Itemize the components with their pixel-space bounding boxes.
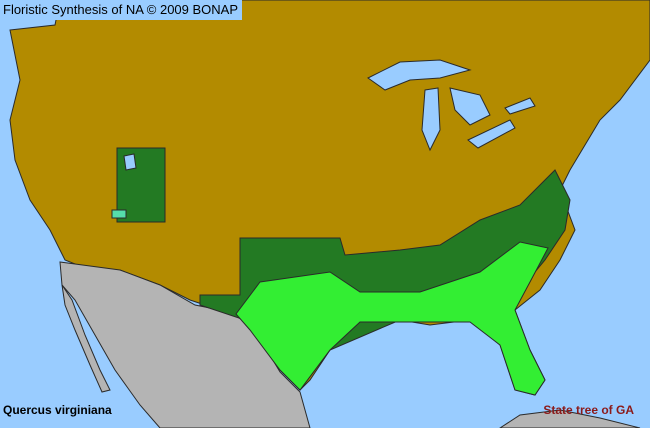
cuba [499, 409, 641, 428]
map-title: Floristic Synthesis of NA © 2009 BONAP [0, 0, 243, 20]
lake-huron [449, 87, 491, 126]
lake-erie [467, 119, 516, 149]
great-salt-lake [123, 153, 137, 171]
utah-rare-county [111, 209, 127, 219]
state-tree-label: State tree of GA [543, 403, 634, 417]
mexico-land [59, 261, 311, 428]
species-name: Quercus virginiana [3, 403, 112, 417]
range-bright-green [235, 241, 549, 396]
lake-superior [367, 59, 472, 91]
lake-ontario [504, 97, 536, 115]
lake-michigan [421, 87, 441, 152]
baja-california [61, 284, 111, 393]
